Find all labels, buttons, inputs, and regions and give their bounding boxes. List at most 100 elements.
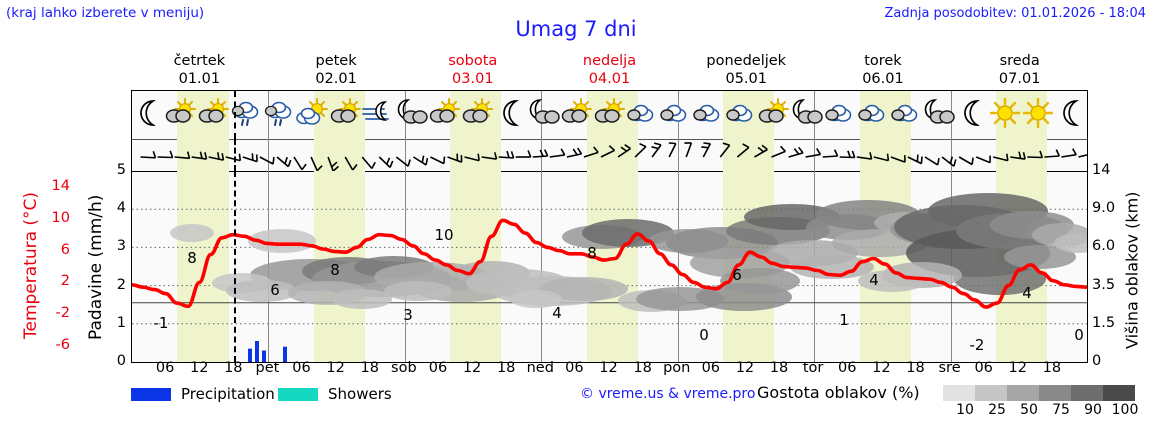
cloud-density-step-3 (1039, 385, 1071, 401)
moon-icon (1053, 95, 1087, 131)
daylight-band-7 (996, 139, 1048, 171)
daylight-band-5 (723, 139, 775, 171)
cloud-density-tick: 25 (988, 402, 1006, 418)
precipitation-tick: 1 (116, 314, 126, 331)
credit-text[interactable]: © vreme.us & vreme.pro (580, 386, 756, 402)
moon-cloud-icon (526, 95, 562, 131)
day-name: četrtek (173, 53, 226, 69)
temperature-value-label: 0 (1074, 326, 1084, 344)
cloud-height-tick: 9.0 (1092, 200, 1116, 217)
cloud-sun2-icon (295, 95, 331, 131)
wind-barb-band (132, 139, 1087, 171)
daylight-band-3 (450, 139, 502, 171)
temperature-value-label: 8 (187, 249, 197, 267)
day-divider-6 (950, 139, 952, 171)
day-divider-2 (404, 139, 406, 171)
cloud-icon (723, 95, 759, 131)
showers-swatch (278, 388, 318, 401)
cloud-density-colorbar (943, 385, 1135, 401)
cloud-drizzle-icon (262, 95, 298, 131)
cloud-height-tick: 14 (1092, 162, 1111, 178)
cloud-density-step-0 (943, 385, 975, 401)
temperature-value-label: 6 (732, 266, 742, 284)
x-tick-label: 18 (769, 360, 789, 376)
cloud-density-legend-title: Gostota oblakov (%) (757, 383, 920, 402)
x-tick-label: 12 (326, 360, 345, 376)
temperature-axis-ticks: 14 10 6 2 -2 -6 (36, 160, 70, 370)
sun-icon (987, 95, 1023, 131)
x-tick-label: sob (391, 360, 417, 376)
cloud-sun-icon (427, 95, 463, 131)
temperature-value-label: -1 (153, 314, 169, 332)
cloud-sun-icon (163, 95, 199, 131)
x-tick-label: 12 (872, 360, 891, 376)
temperature-value-label: 4 (1022, 284, 1032, 302)
cloud-density-tick: 100 (1111, 402, 1139, 418)
x-tick-label: pon (663, 360, 691, 376)
day-column-1: četrtek 01.01 (131, 52, 268, 90)
moon-icon (954, 95, 990, 131)
wind-barbs (132, 139, 1087, 171)
cloud-density-tick: 90 (1084, 402, 1102, 418)
day-header-row: četrtek 01.01 petek 02.01 sobota 03.01 nedelja… (131, 52, 1088, 90)
x-axis-tick-labels: 06 12 18 pet 06 12 18 sob 06 12 18 ned 06 12 18 pon 06 12… (131, 360, 1088, 380)
day-divider-1 (268, 139, 270, 171)
x-tick-label: 18 (906, 360, 925, 376)
precipitation-tick: 3 (116, 238, 126, 255)
cloud-sun-icon (559, 95, 595, 131)
temperature-value-label: 8 (330, 261, 340, 279)
x-tick-label: 18 (360, 360, 379, 376)
cloud-density-field (132, 171, 1087, 362)
day-date: 07.01 (998, 71, 1041, 87)
precipitation-tick: 0 (116, 353, 126, 369)
precipitation-tick: 2 (116, 276, 126, 293)
showers-legend-label: Showers (328, 385, 392, 403)
day-name: ponedeljek (706, 53, 787, 69)
day-date: 03.01 (452, 71, 494, 87)
precipitation-legend-label: Precipitation (181, 385, 275, 403)
daylight-band-4 (586, 171, 638, 362)
x-tick-label: tor (802, 360, 824, 376)
cloud-height-tick: 6.0 (1092, 238, 1116, 255)
x-tick-label: 06 (565, 360, 584, 376)
day-name: sreda (999, 53, 1040, 69)
cloud-density-step-5 (1103, 385, 1135, 401)
temperature-tick: 14 (51, 177, 70, 194)
cloud-sun-icon (592, 95, 628, 131)
moon-icon (493, 95, 529, 131)
temperature-tick: -6 (55, 337, 70, 354)
cloud-icon (690, 95, 726, 131)
x-tick-label: 12 (1008, 360, 1028, 376)
temperature-value-label: -2 (969, 336, 985, 354)
precipitation-tick: 4 (116, 200, 126, 217)
cloud-density-step-1 (975, 385, 1007, 401)
x-tick-label: 06 (155, 360, 175, 376)
x-tick-label: 06 (292, 360, 311, 376)
cloud-density-tick: 50 (1020, 402, 1038, 418)
x-tick-label: 12 (462, 360, 482, 376)
cloud-sun-icon (756, 95, 792, 131)
moon-cloud-icon (789, 95, 825, 131)
day-name: petek (315, 53, 357, 69)
temperature-value-label: 6 (270, 281, 280, 299)
day-date: 05.01 (725, 71, 767, 87)
precipitation-tick: 5 (116, 162, 126, 178)
precipitation-swatch (131, 388, 171, 401)
cloud-icon (888, 95, 924, 131)
day-column-6: torek 06.01 (815, 52, 952, 90)
weather-icon-band (132, 91, 1087, 139)
day-date: 01.01 (178, 71, 221, 87)
cloud-icon (657, 95, 693, 131)
cloud-drizzle-icon (229, 95, 265, 131)
fog-icon (361, 95, 397, 131)
moon-cloud-icon (921, 95, 957, 131)
day-divider-3 (541, 171, 543, 362)
x-tick-label: sre (938, 360, 961, 376)
daylight-band-6 (859, 139, 911, 171)
temperature-tick: 10 (51, 209, 70, 226)
daylight-band-1 (177, 171, 229, 362)
x-tick-label: 18 (224, 360, 243, 376)
x-tick-label: 12 (599, 360, 618, 376)
last-update-stamp: Zadnja posodobitev: 01.01.2026 - 18:04 (884, 6, 1146, 21)
cloud-icon (822, 95, 858, 131)
